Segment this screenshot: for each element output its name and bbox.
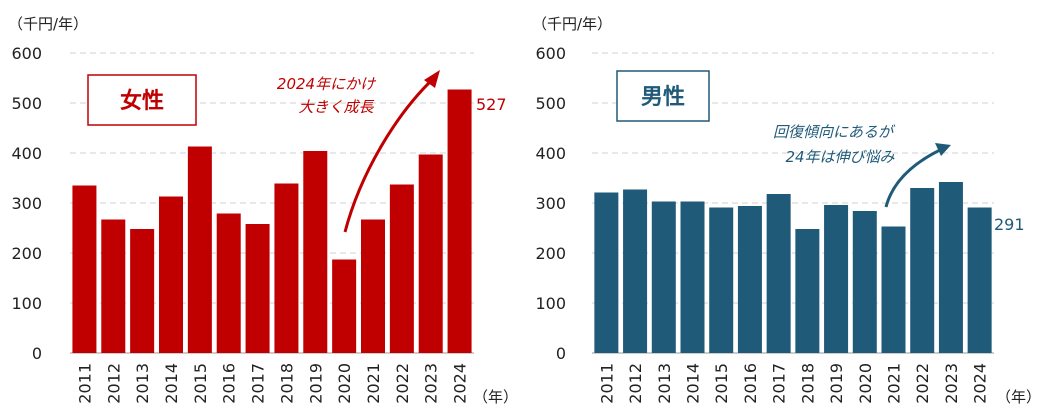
female-x-tick-label-2015: 2015 bbox=[191, 363, 210, 404]
female-2024-value-label: 527 bbox=[476, 95, 507, 114]
female-bar-2013 bbox=[130, 229, 155, 353]
female-bar-2014 bbox=[159, 196, 183, 353]
male-y-ticks: 0 100 200 300 400 500 600 bbox=[535, 44, 566, 363]
male-x-tick-label-2018: 2018 bbox=[798, 363, 817, 404]
male-y-tick-label: 100 bbox=[535, 294, 566, 313]
male-x-tick-label-2011: 2011 bbox=[597, 363, 616, 404]
male-trend-arrowhead bbox=[935, 143, 951, 156]
female-bar-2016 bbox=[216, 213, 241, 353]
female-y-tick-label: 100 bbox=[11, 294, 42, 313]
male-y-tick-label: 0 bbox=[556, 344, 566, 363]
female-bar-2023 bbox=[418, 154, 443, 353]
female-x-tick-label-2012: 2012 bbox=[104, 363, 123, 404]
female-y-ticks: 0 100 200 300 400 500 600 bbox=[11, 44, 42, 363]
male-x-tick-label-2016: 2016 bbox=[741, 363, 760, 404]
female-title-box bbox=[87, 74, 197, 126]
female-bar-2020 bbox=[332, 259, 357, 353]
male-2024-value-label: 291 bbox=[994, 215, 1025, 234]
female-bar-2015 bbox=[187, 146, 212, 353]
male-bar-2015 bbox=[709, 207, 734, 353]
female-y-tick-label: 0 bbox=[32, 344, 42, 363]
female-annotation-line1: 2024年にかけ bbox=[277, 75, 377, 93]
male-bar-2017 bbox=[766, 194, 791, 353]
male-x-tick-label-2019: 2019 bbox=[827, 363, 846, 404]
male-y-tick-label: 300 bbox=[535, 194, 566, 213]
female-x-ticks: 2011 2012 2013 2014 2015 2016 2017 2018 2019 2020… bbox=[75, 363, 469, 404]
male-y-tick-label: 200 bbox=[535, 244, 566, 263]
male-y-tick-label: 400 bbox=[535, 144, 566, 163]
male-bar-2014 bbox=[680, 201, 705, 353]
male-x-tick-label-2024: 2024 bbox=[971, 363, 990, 404]
male-bar-2016 bbox=[737, 206, 762, 353]
female-x-tick-label-2020: 2020 bbox=[335, 363, 354, 404]
male-x-ticks: 2011 2012 2013 2014 2015 2016 2017 2018 2019 2020… bbox=[597, 363, 989, 404]
female-x-unit-label: （年） bbox=[473, 388, 518, 406]
male-title: 男性 bbox=[641, 85, 685, 110]
male-annotation-line1: 回復傾向にあるが bbox=[773, 123, 896, 141]
female-x-tick-label-2021: 2021 bbox=[364, 363, 383, 404]
male-x-tick-label-2022: 2022 bbox=[913, 363, 932, 404]
female-bar-2012 bbox=[101, 219, 126, 353]
female-x-tick-label-2023: 2023 bbox=[422, 363, 441, 404]
male-bar-2023 bbox=[938, 182, 963, 353]
female-bar-2024 bbox=[447, 89, 472, 353]
male-bar-2024 bbox=[967, 207, 992, 353]
male-x-tick-label-2020: 2020 bbox=[856, 363, 875, 404]
male-bar-2021 bbox=[881, 226, 906, 353]
female-y-tick-label: 300 bbox=[11, 194, 42, 213]
male-annotation-line2: 24年は伸び悩み bbox=[785, 148, 895, 166]
female-x-tick-label-2018: 2018 bbox=[277, 363, 296, 404]
female-bar-2021 bbox=[361, 219, 385, 353]
female-x-tick-label-2014: 2014 bbox=[162, 363, 181, 404]
female-bar-2018 bbox=[274, 183, 299, 353]
female-growth-arrowhead bbox=[424, 70, 440, 88]
male-y-tick-label: 500 bbox=[535, 94, 566, 113]
male-y-tick-label: 600 bbox=[535, 44, 566, 63]
female-x-tick-label-2022: 2022 bbox=[393, 363, 412, 404]
male-bar-2020 bbox=[852, 211, 877, 353]
male-bar-2011 bbox=[594, 192, 619, 353]
female-x-tick-label-2013: 2013 bbox=[133, 363, 152, 404]
female-y-unit-label: （千円/年） bbox=[8, 15, 88, 33]
male-x-tick-label-2021: 2021 bbox=[885, 363, 904, 404]
female-y-tick-label: 200 bbox=[11, 244, 42, 263]
male-x-tick-label-2023: 2023 bbox=[942, 363, 961, 404]
male-title-box bbox=[616, 70, 710, 122]
male-x-unit-label: （年） bbox=[996, 388, 1040, 406]
female-annotation-line2: 大きく成長 bbox=[298, 98, 374, 116]
female-bar-2022 bbox=[389, 184, 414, 353]
male-trend-arrow bbox=[884, 147, 943, 208]
female-y-tick-label: 500 bbox=[11, 94, 42, 113]
female-bars bbox=[72, 89, 472, 353]
female-x-tick-label-2019: 2019 bbox=[306, 363, 325, 404]
female-bar-2011 bbox=[72, 185, 97, 353]
male-bar-2019 bbox=[824, 205, 849, 353]
male-x-tick-label-2013: 2013 bbox=[655, 363, 674, 404]
male-x-tick-label-2014: 2014 bbox=[684, 363, 703, 404]
female-x-tick-label-2024: 2024 bbox=[451, 363, 470, 404]
male-x-tick-label-2015: 2015 bbox=[712, 363, 731, 404]
male-y-unit-label: （千円/年） bbox=[532, 15, 612, 33]
female-y-tick-label: 600 bbox=[11, 44, 42, 63]
female-x-tick-label-2017: 2017 bbox=[249, 363, 268, 404]
female-y-tick-label: 400 bbox=[11, 144, 42, 163]
female-growth-arrow bbox=[343, 76, 436, 233]
male-bar-2012 bbox=[623, 189, 648, 353]
female-x-tick-label-2016: 2016 bbox=[220, 363, 239, 404]
female-x-tick-label-2011: 2011 bbox=[75, 363, 94, 404]
male-bars bbox=[594, 182, 992, 353]
female-bar-2017 bbox=[245, 224, 270, 353]
female-bar-2019 bbox=[303, 151, 328, 353]
male-bar-2013 bbox=[651, 201, 676, 353]
male-bar-2022 bbox=[910, 188, 935, 353]
male-x-tick-label-2012: 2012 bbox=[626, 363, 645, 404]
male-x-tick-label-2017: 2017 bbox=[770, 363, 789, 404]
male-bar-2018 bbox=[795, 229, 820, 353]
female-title: 女性 bbox=[120, 88, 164, 114]
